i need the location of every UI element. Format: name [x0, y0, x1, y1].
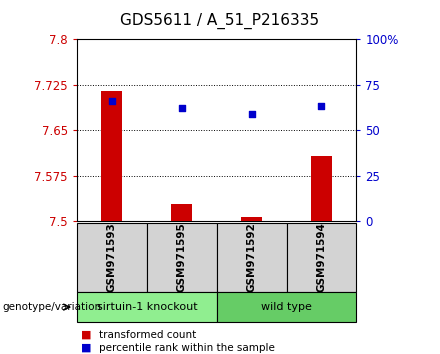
- Point: [108, 98, 115, 104]
- Bar: [147, 223, 217, 292]
- Text: sirtuin-1 knockout: sirtuin-1 knockout: [96, 302, 197, 312]
- Text: ■: ■: [81, 330, 92, 339]
- Bar: [241, 217, 262, 221]
- Point: [178, 105, 185, 111]
- Text: GSM971593: GSM971593: [107, 223, 117, 292]
- Bar: [286, 223, 356, 292]
- Text: transformed count: transformed count: [99, 330, 196, 339]
- Point: [248, 111, 255, 116]
- Bar: [77, 292, 217, 322]
- Text: GSM971595: GSM971595: [177, 223, 187, 292]
- Text: GSM971594: GSM971594: [316, 223, 326, 292]
- Text: genotype/variation: genotype/variation: [2, 302, 101, 312]
- Bar: [171, 204, 192, 221]
- Text: GDS5611 / A_51_P216335: GDS5611 / A_51_P216335: [121, 12, 319, 29]
- Bar: [217, 292, 356, 322]
- Text: percentile rank within the sample: percentile rank within the sample: [99, 343, 275, 353]
- Text: ■: ■: [81, 343, 92, 353]
- Text: GSM971592: GSM971592: [247, 223, 257, 292]
- Point: [318, 104, 325, 109]
- Bar: [77, 223, 147, 292]
- Bar: [311, 156, 332, 221]
- Text: wild type: wild type: [261, 302, 312, 312]
- Bar: [217, 223, 286, 292]
- Bar: [102, 91, 122, 221]
